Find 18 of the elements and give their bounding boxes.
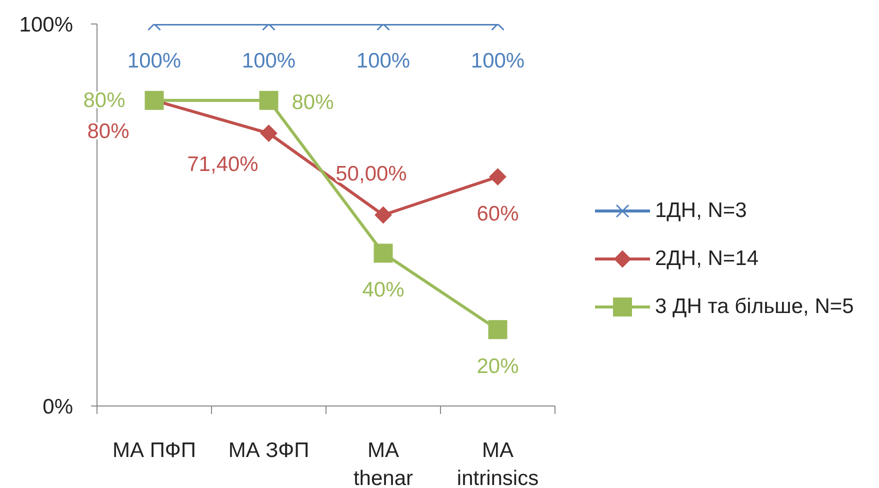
data-label: 71,40% (187, 152, 258, 176)
data-label: 80% (292, 90, 334, 114)
data-label: 40% (362, 278, 404, 302)
data-label: 20% (476, 355, 519, 378)
data-label: 60% (476, 202, 519, 226)
x-tick-label: МА thenar (353, 438, 414, 488)
legend-label: 2ДН, N=14 (655, 247, 759, 271)
x-tick-label: МА ПФП (112, 438, 196, 462)
x-tick-label: МА ЗФП (228, 438, 310, 462)
legend-label: 1ДН, N=3 (655, 199, 747, 223)
legend-label: 3 ДН та більше, N=5 (655, 295, 854, 319)
data-label: 100% (470, 50, 525, 72)
x-tick-label: МА intrinsics (456, 438, 539, 488)
data-label: 50,00% (336, 162, 407, 186)
y-tick-label: 0% (42, 395, 73, 418)
data-label: 100% (242, 50, 296, 72)
data-label: 100% (127, 50, 182, 72)
data-label: 100% (356, 50, 410, 72)
